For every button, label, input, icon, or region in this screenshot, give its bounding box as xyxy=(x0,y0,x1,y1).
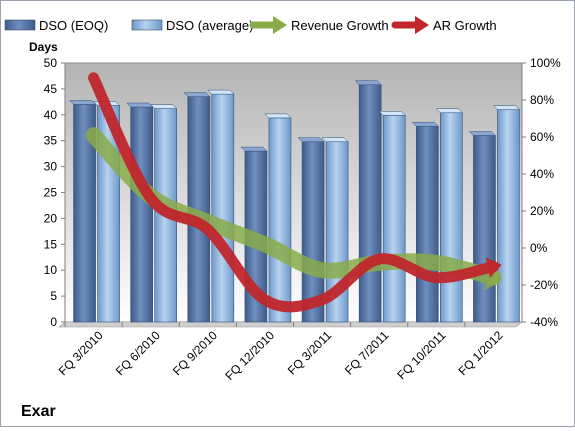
bar-top-dso-average-1 xyxy=(150,104,178,109)
bar-dso-average-6 xyxy=(440,112,463,323)
bar-dso-eoq-6 xyxy=(416,125,439,323)
bar-top-dso-eoq-2 xyxy=(183,92,211,97)
y-axis-left-title: Days xyxy=(29,40,58,54)
y-right-tick-label-1: -20% xyxy=(530,278,558,292)
y-left-tick-label-10: 50 xyxy=(44,56,58,70)
y-left-tick-label-2: 10 xyxy=(44,263,58,277)
bar-dso-eoq-5 xyxy=(358,84,382,323)
bar-top-dso-eoq-5 xyxy=(354,80,382,86)
arrowhead-revenue-growth xyxy=(484,261,502,291)
x-tick-label-4: FQ 3/2011 xyxy=(285,328,335,378)
bar-dso-average-3 xyxy=(268,117,292,323)
x-tick-label-0: FQ 3/2010 xyxy=(56,328,106,378)
bar-top-dso-eoq-1 xyxy=(126,102,154,108)
bar-top-dso-eoq-7 xyxy=(468,131,497,136)
y-right-tick-label-4: 40% xyxy=(530,167,554,181)
line-ar-growth xyxy=(88,72,499,313)
y-right-tick-label-7: 100% xyxy=(530,56,561,70)
y-right-tick-label-2: 0% xyxy=(530,241,548,255)
legend: DSO (EOQ) DSO (average) Revenue Growth AR G… xyxy=(4,16,497,34)
legend-swatch-0 xyxy=(4,19,36,31)
bar-top-dso-eoq-3 xyxy=(240,146,268,152)
legend-label-3: AR Growth xyxy=(433,18,497,33)
y-left-tick-label-4: 20 xyxy=(44,211,58,225)
x-tick-label-5: FQ 7/2011 xyxy=(342,328,392,378)
y-left-tick-label-3: 15 xyxy=(44,237,58,251)
legend-label-1: DSO (average) xyxy=(166,18,253,33)
x-tick-label-7: FQ 1/2012 xyxy=(456,328,506,378)
bar-top-dso-average-2 xyxy=(207,89,235,95)
y-left-tick-label-7: 35 xyxy=(44,134,58,148)
y-left-tick-label-6: 30 xyxy=(44,160,58,174)
bar-top-dso-average-6 xyxy=(435,108,463,113)
x-tick-label-6: FQ 10/2011 xyxy=(394,328,448,382)
bar-dso-average-2 xyxy=(211,93,235,323)
y-left-tick-label-8: 40 xyxy=(44,108,58,122)
y-right-tick-label-6: 80% xyxy=(530,93,554,107)
bar-top-dso-average-3 xyxy=(264,113,292,119)
legend-label-0: DSO (EOQ) xyxy=(39,18,108,33)
y-right-tick-label-0: -40% xyxy=(530,315,558,329)
bar-top-dso-eoq-6 xyxy=(411,121,439,127)
bar-top-dso-average-4 xyxy=(321,137,349,142)
arrowhead-ar-growth xyxy=(485,257,502,278)
bar-top-dso-eoq-0 xyxy=(68,100,97,105)
lines-group xyxy=(85,72,502,313)
x-tick-label-3: FQ 12/2010 xyxy=(222,328,277,383)
company-label: Exar xyxy=(21,403,56,420)
y-left-tick-label-1: 5 xyxy=(50,289,57,303)
bar-dso-average-5 xyxy=(382,115,406,323)
x-tick-label-2: FQ 9/2010 xyxy=(170,328,220,378)
legend-label-2: Revenue Growth xyxy=(291,18,389,33)
bar-top-dso-average-7 xyxy=(492,105,521,110)
legend-arrowhead-2 xyxy=(273,16,287,34)
y-left-tick-label-5: 25 xyxy=(44,186,58,200)
plot-floor xyxy=(58,321,523,328)
y-right-tick-label-5: 60% xyxy=(530,130,554,144)
x-tick-label-1: FQ 6/2010 xyxy=(113,328,163,378)
y-left-tick-label-9: 45 xyxy=(44,82,58,96)
bar-dso-eoq-1 xyxy=(130,106,153,323)
y-left-tick-label-0: 0 xyxy=(50,315,57,329)
bar-dso-average-7 xyxy=(497,109,520,323)
bar-top-dso-eoq-4 xyxy=(297,137,325,142)
y-right-tick-label-3: 20% xyxy=(530,204,554,218)
bar-top-dso-average-5 xyxy=(378,111,406,116)
legend-swatch-1 xyxy=(131,19,163,31)
legend-arrowhead-3 xyxy=(415,16,429,34)
bar-dso-eoq-7 xyxy=(473,135,496,323)
